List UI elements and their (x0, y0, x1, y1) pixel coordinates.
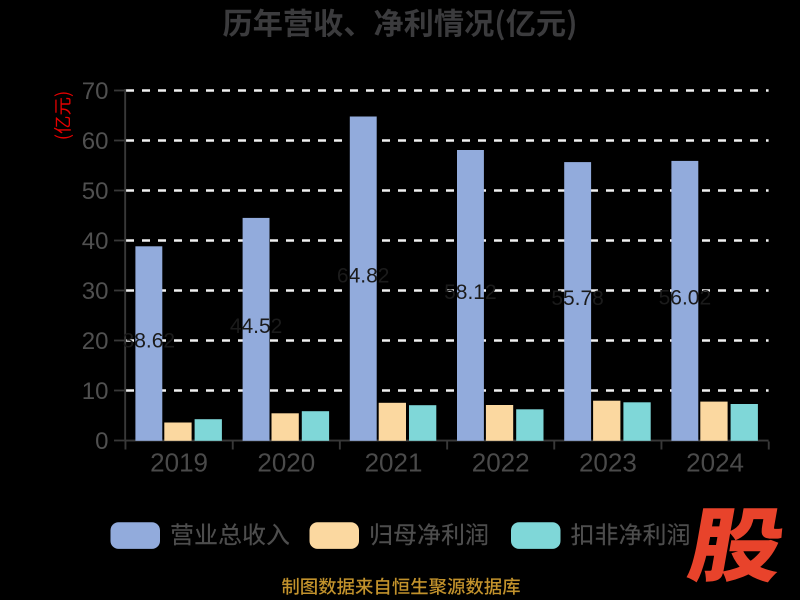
svg-text:2019: 2019 (150, 448, 208, 478)
svg-text:0: 0 (95, 428, 108, 455)
svg-text:2024: 2024 (686, 448, 744, 478)
svg-text:50: 50 (82, 178, 109, 205)
svg-text:60: 60 (82, 128, 109, 155)
svg-text:58.12: 58.12 (444, 281, 497, 304)
svg-text:56.02: 56.02 (659, 287, 712, 310)
svg-text:10: 10 (82, 378, 109, 405)
svg-text:38.62: 38.62 (123, 329, 176, 352)
svg-text:2021: 2021 (365, 448, 423, 478)
svg-text:55.78: 55.78 (551, 287, 604, 310)
svg-text:70: 70 (82, 78, 109, 105)
svg-text:30: 30 (82, 278, 109, 305)
svg-text:2020: 2020 (257, 448, 315, 478)
svg-text:20: 20 (82, 328, 109, 355)
svg-text:44.52: 44.52 (230, 315, 283, 338)
svg-text:40: 40 (82, 228, 109, 255)
svg-text:64.82: 64.82 (337, 264, 390, 287)
svg-text:2023: 2023 (579, 448, 637, 478)
svg-text:2022: 2022 (472, 448, 530, 478)
